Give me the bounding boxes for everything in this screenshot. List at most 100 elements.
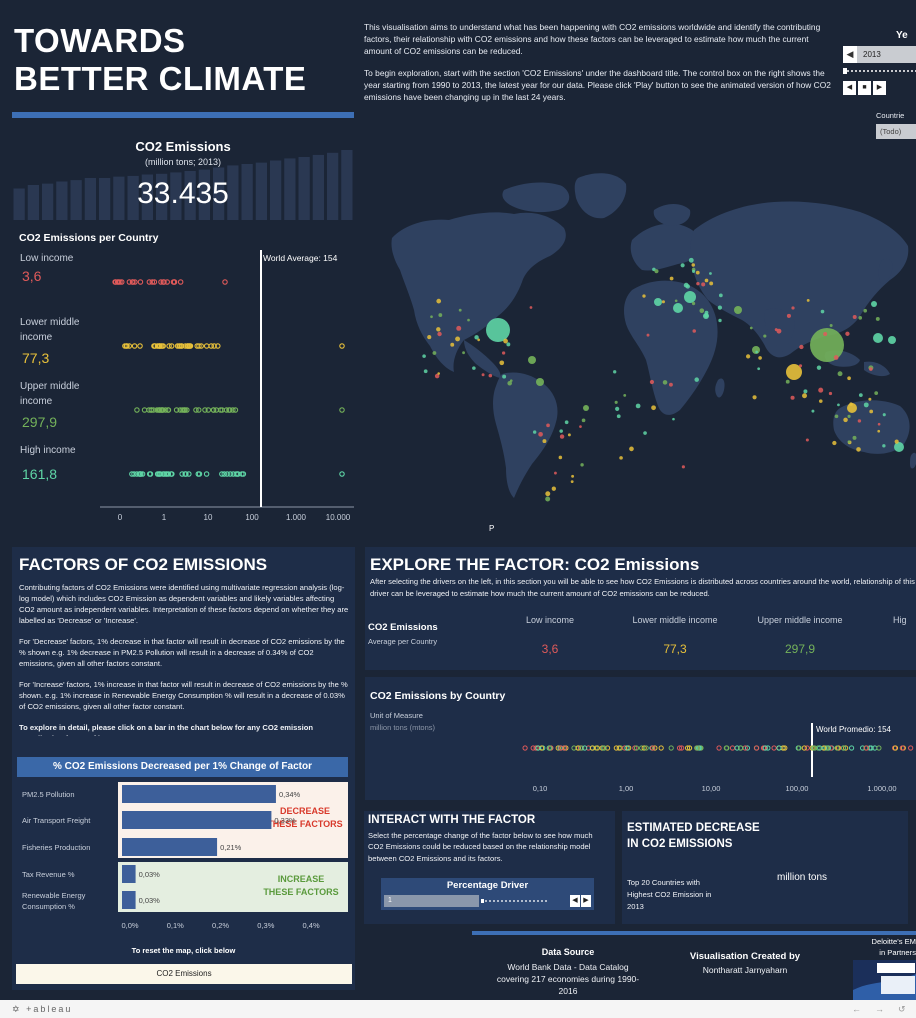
country-bubble[interactable] [654,269,659,274]
country-dot[interactable] [161,279,167,285]
country-dot[interactable] [224,471,230,477]
country-bubble[interactable] [437,331,442,337]
country-bubble[interactable] [888,336,896,344]
country-dot[interactable] [124,343,130,349]
country-bubble[interactable] [615,406,620,411]
country-bubble[interactable] [752,346,760,354]
country-bubble[interactable] [683,282,689,288]
country-dot[interactable] [782,745,788,751]
country-dot[interactable] [196,407,202,413]
country-bubble[interactable] [811,409,815,413]
country-bubble[interactable] [858,316,863,320]
country-dot[interactable] [776,745,782,751]
share-icon[interactable]: ↺ [898,1004,906,1014]
country-bubble[interactable] [843,417,848,423]
country-bubble[interactable] [438,313,443,317]
country-bubble[interactable] [554,471,557,475]
country-bubble[interactable] [847,414,851,418]
country-bubble[interactable] [654,298,662,306]
country-dot[interactable] [168,343,175,349]
country-bubble[interactable] [684,291,696,303]
country-dot[interactable] [182,471,188,477]
country-bubble[interactable] [798,364,803,368]
country-dot[interactable] [892,745,899,751]
country-dot[interactable] [193,407,199,413]
redo-icon[interactable]: → [875,1004,884,1014]
country-bubble[interactable] [818,387,824,393]
country-dot[interactable] [185,343,192,349]
country-bubble[interactable] [692,269,696,273]
country-dot[interactable] [134,407,140,413]
country-bubble[interactable] [833,355,839,360]
reset-map-button[interactable]: CO2 Emissions [16,964,352,984]
country-dot[interactable] [210,407,217,413]
year-slider[interactable] [843,68,916,74]
country-bubble[interactable] [786,313,791,318]
country-bubble[interactable] [502,374,507,379]
country-bubble[interactable] [502,351,506,355]
country-dot[interactable] [575,745,581,751]
country-bubble[interactable] [427,335,432,340]
country-dot[interactable] [149,279,156,285]
country-dot[interactable] [771,745,777,751]
country-bubble[interactable] [803,389,808,394]
country-bubble[interactable] [477,338,480,342]
country-bubble[interactable] [651,405,656,411]
country-bubble[interactable] [673,303,683,313]
country-dot[interactable] [202,407,208,413]
country-dot[interactable] [169,471,175,477]
country-bubble[interactable] [806,298,810,302]
country-dot[interactable] [227,471,234,477]
country-bubble[interactable] [692,329,696,333]
country-dot[interactable] [589,745,596,751]
country-bubble[interactable] [882,413,886,417]
country-dot[interactable] [694,745,701,751]
country-bubble[interactable] [874,391,879,395]
country-bubble[interactable] [834,414,839,419]
country-bubble[interactable] [856,447,861,452]
country-bubble[interactable] [646,333,650,337]
country-dot[interactable] [754,745,760,751]
country-bubble[interactable] [858,393,863,397]
country-bubble[interactable] [456,325,462,331]
country-dot[interactable] [744,745,751,751]
country-dot[interactable] [233,471,240,477]
country-dot[interactable] [817,745,823,751]
country-dot[interactable] [182,343,189,349]
country-bubble[interactable] [559,434,565,439]
country-dot[interactable] [601,745,607,751]
country-dot[interactable] [558,745,564,751]
country-dot[interactable] [187,343,194,349]
country-bubble[interactable] [847,440,851,444]
country-bubble[interactable] [873,333,883,343]
country-dot[interactable] [530,745,536,751]
country-bubble[interactable] [869,409,874,414]
country-dot[interactable] [762,745,768,751]
factor-bar[interactable] [122,785,276,803]
country-dot[interactable] [624,745,630,751]
country-dot[interactable] [235,471,241,477]
country-bubble[interactable] [643,431,647,435]
country-dot[interactable] [815,745,821,751]
country-bubble[interactable] [486,318,510,342]
country-bubble[interactable] [837,403,840,407]
country-dot[interactable] [613,745,619,751]
country-bubble[interactable] [802,393,807,399]
country-bubble[interactable] [805,438,809,442]
country-bubble[interactable] [649,379,655,385]
country-bubble[interactable] [474,335,479,340]
country-bubble[interactable] [558,455,563,460]
country-bubble[interactable] [532,430,537,434]
country-bubble[interactable] [467,318,470,322]
country-dot[interactable] [633,745,640,751]
country-dot[interactable] [160,343,166,349]
country-dot[interactable] [339,343,345,349]
country-dot[interactable] [668,745,674,751]
country-dot[interactable] [626,745,632,751]
country-dot[interactable] [876,745,882,751]
country-bubble[interactable] [776,328,782,334]
country-bubble[interactable] [828,391,833,396]
play-icon[interactable]: ▶ [873,81,886,95]
country-bubble[interactable] [790,395,795,400]
country-dot[interactable] [538,745,545,751]
